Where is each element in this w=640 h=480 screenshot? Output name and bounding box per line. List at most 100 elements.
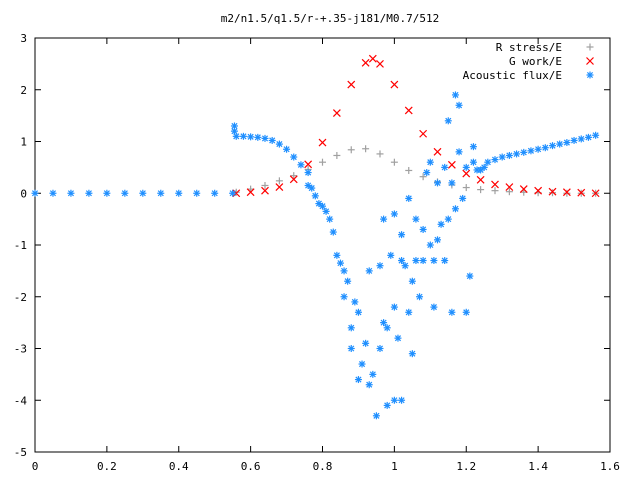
data-point [246, 188, 255, 197]
data-point [31, 189, 39, 197]
data-point [289, 175, 298, 184]
data-point [368, 54, 377, 63]
data-point [308, 184, 316, 192]
data-point [404, 106, 413, 115]
series-1 [232, 54, 600, 198]
plot-frame [34, 37, 611, 453]
data-point [476, 175, 485, 184]
data-point [333, 251, 341, 259]
data-point [455, 101, 463, 109]
data-point [480, 163, 488, 171]
data-point [444, 215, 452, 223]
data-point [459, 194, 467, 202]
data-point [513, 150, 521, 158]
legend-label-r-stress: R stress/E [496, 41, 562, 54]
data-point [498, 153, 506, 161]
data-point [354, 308, 362, 316]
chart-title: m2/n1.5/q1.5/r-+.35-j181/M0.7/512 [221, 12, 440, 25]
data-point [441, 163, 449, 171]
data-point [408, 277, 416, 285]
data-point [462, 163, 470, 171]
data-point [275, 183, 284, 191]
legend-marker [586, 57, 594, 65]
data-point [275, 140, 283, 148]
data-point [354, 376, 362, 384]
data-point [85, 189, 93, 197]
data-point [469, 158, 477, 166]
data-point [592, 131, 600, 139]
data-point [304, 160, 313, 169]
data-point [434, 236, 441, 244]
legend: R stress/E G work/E Acoustic flux/E [463, 41, 594, 82]
data-point [437, 220, 445, 228]
data-point [577, 135, 585, 143]
data-point [376, 262, 384, 270]
data-point [534, 145, 542, 153]
data-point [340, 267, 348, 275]
data-point [430, 257, 438, 265]
data-point [491, 180, 499, 189]
data-point [477, 166, 485, 174]
data-point [290, 153, 298, 161]
data-point [347, 80, 356, 89]
data-point [347, 345, 355, 352]
data-point [383, 401, 391, 409]
data-point [548, 187, 557, 196]
data-point [570, 136, 578, 144]
x-tick-label: 0.2 [97, 460, 117, 473]
data-point [376, 59, 384, 68]
y-tick-label: 0 [20, 187, 27, 200]
data-point [261, 181, 269, 189]
data-point [239, 132, 247, 140]
data-point [405, 308, 413, 316]
data-point [448, 308, 456, 316]
x-tick-label: 1.4 [528, 460, 548, 473]
y-tick-label: -3 [14, 343, 27, 356]
data-point [193, 189, 201, 197]
data-point [466, 272, 474, 280]
data-point [336, 259, 344, 267]
data-point [49, 189, 57, 197]
data-point [290, 172, 298, 180]
data-point [275, 177, 283, 185]
data-point [232, 132, 240, 140]
data-point [584, 133, 592, 141]
plot-area [31, 54, 600, 420]
data-point [563, 189, 571, 197]
data-point [398, 257, 406, 265]
data-point [376, 345, 384, 352]
data-point [318, 138, 327, 147]
data-point [491, 156, 499, 164]
data-point [419, 225, 427, 233]
data-point [426, 241, 434, 249]
data-point [268, 136, 276, 144]
legend-marker [586, 71, 594, 79]
data-point [383, 324, 391, 332]
y-tick-label: 1 [20, 136, 27, 149]
data-point [394, 334, 402, 342]
data-point [365, 267, 373, 275]
series-2 [31, 91, 600, 420]
data-point [563, 139, 571, 147]
data-point [369, 370, 377, 378]
data-point [419, 257, 427, 265]
data-point [505, 183, 514, 191]
data-point [319, 202, 326, 210]
data-point [491, 187, 499, 195]
data-point [505, 188, 513, 196]
data-point [405, 194, 413, 202]
data-point [520, 148, 528, 156]
data-point [333, 151, 341, 159]
data-point [444, 117, 452, 125]
x-tick-label: 1.2 [456, 460, 476, 473]
data-point [419, 173, 427, 181]
y-tick-label: -1 [14, 239, 27, 252]
data-point [319, 158, 326, 166]
data-point [441, 257, 449, 265]
x-tick-label: 1 [391, 460, 398, 473]
data-point [304, 169, 312, 177]
data-point [562, 188, 571, 197]
data-point [322, 207, 330, 215]
data-point [332, 109, 341, 117]
data-point [67, 189, 75, 197]
